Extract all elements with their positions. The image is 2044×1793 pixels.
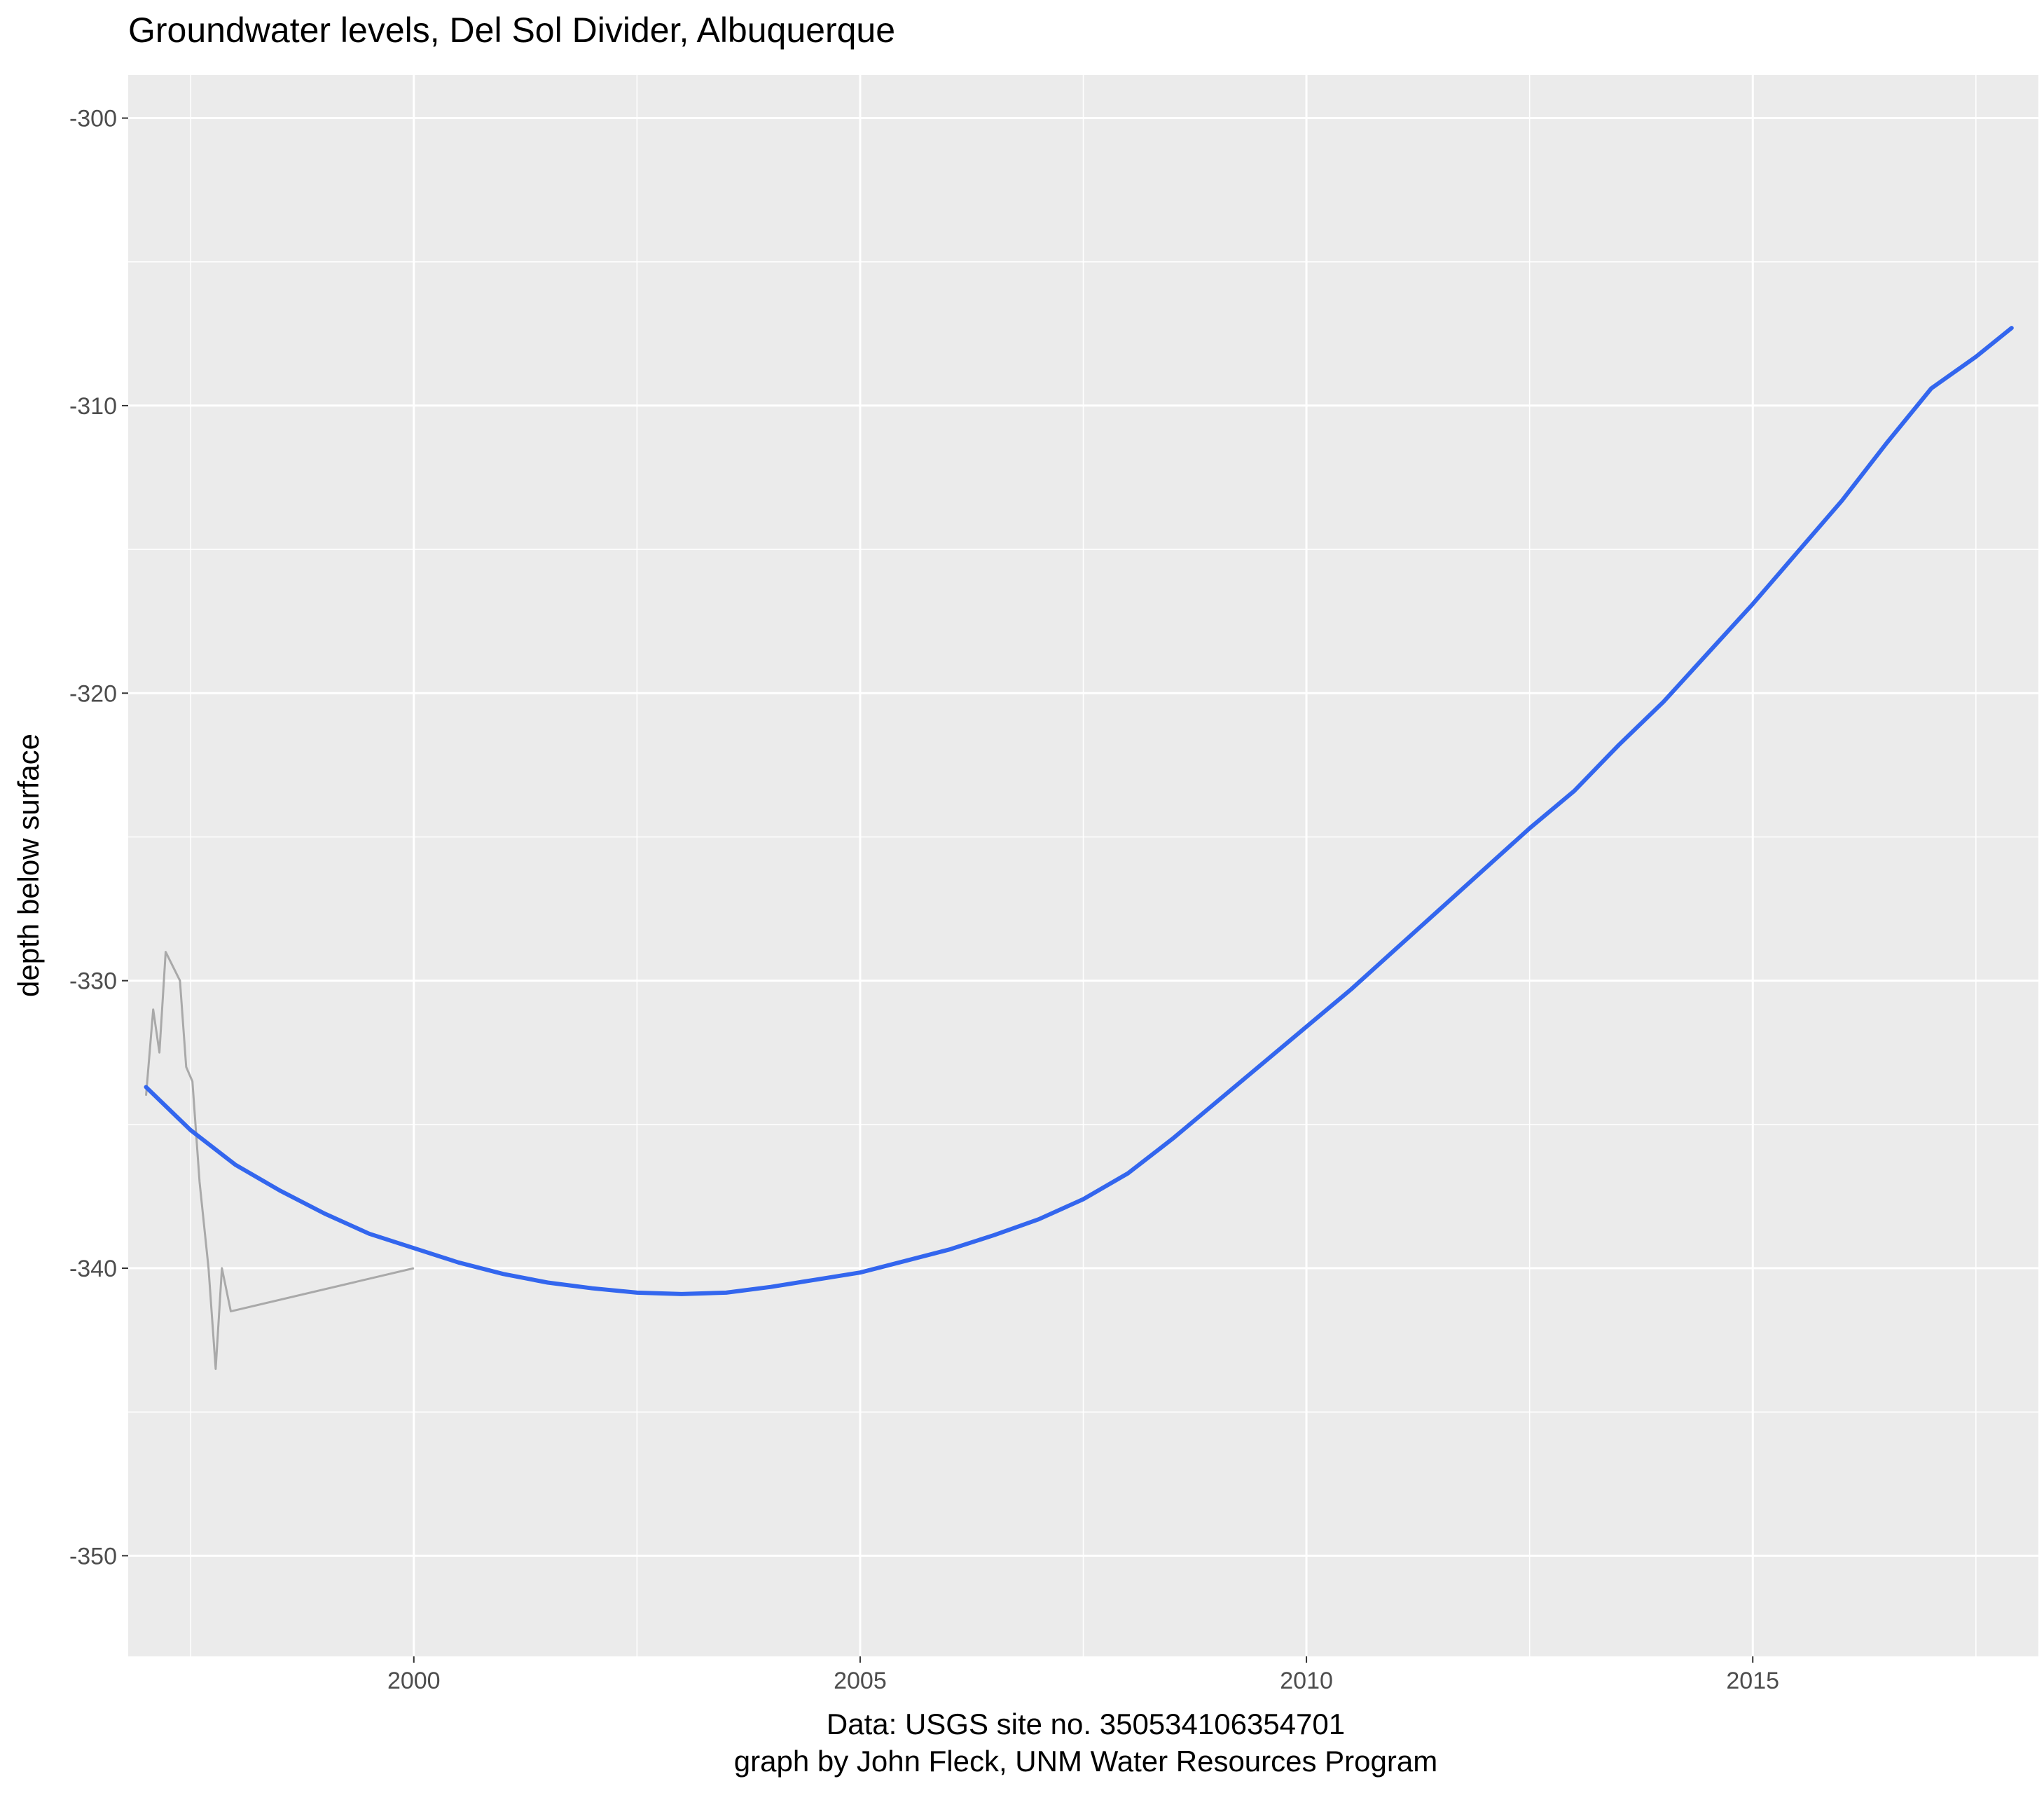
x-axis-title-line-1: Data: USGS site no. 350534106354701 bbox=[827, 1708, 1345, 1740]
chart-title: Groundwater levels, Del Sol Divider, Alb… bbox=[128, 11, 895, 50]
y-tick-label: -330 bbox=[69, 968, 117, 995]
minor-gridlines bbox=[128, 75, 2038, 1656]
y-tick-label: -300 bbox=[69, 106, 117, 132]
x-axis-title-line-2: graph by John Fleck, UNM Water Resources… bbox=[734, 1745, 1437, 1778]
major-gridlines bbox=[128, 75, 2038, 1656]
x-tick-label: 2005 bbox=[834, 1668, 887, 1694]
y-tick-label: -340 bbox=[69, 1256, 117, 1282]
x-tick-label: 2000 bbox=[387, 1668, 441, 1694]
y-tick-label: -350 bbox=[69, 1543, 117, 1569]
y-tick-label: -310 bbox=[69, 393, 117, 420]
y-axis: -350 -340 -330 -320 -310 -300 bbox=[69, 106, 128, 1569]
x-tick-label: 2015 bbox=[1726, 1668, 1779, 1694]
observed-series-line bbox=[145, 951, 415, 1370]
x-axis: 2000 2005 2010 2015 bbox=[387, 1656, 1779, 1694]
y-tick-label: -320 bbox=[69, 680, 117, 707]
smooth-trend-line bbox=[144, 326, 2014, 1296]
y-axis-title: depth below surface bbox=[12, 734, 45, 997]
x-tick-label: 2010 bbox=[1280, 1668, 1333, 1694]
